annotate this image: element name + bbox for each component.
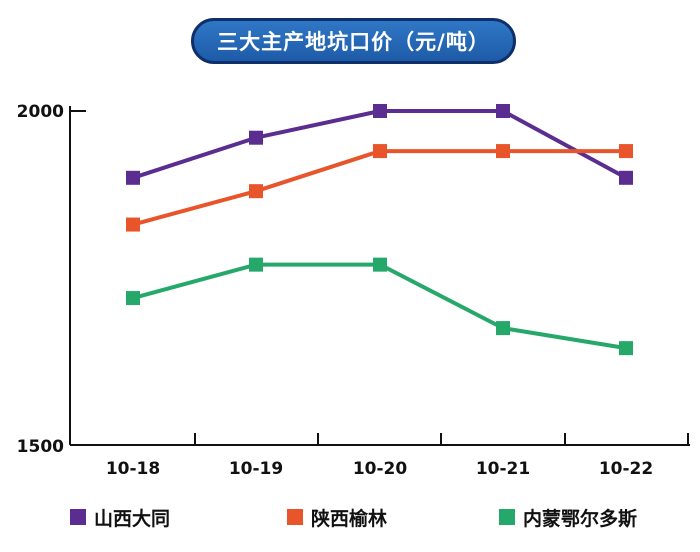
data-point-s1-0 [126,217,140,232]
legend-item-yulin: 陕西榆林 [287,503,387,531]
data-point-s0-1 [249,130,263,145]
data-point-s1-4 [619,144,633,159]
x-tick-label: 10-18 [106,459,160,479]
legend-label-yulin: 陕西榆林 [311,507,388,530]
y-tick-label: 2000 [17,102,64,122]
chart-title: 三大主产地坑口价（元/吨） [191,18,516,64]
x-tick-label: 10-20 [353,459,408,479]
x-tick-label: 10-19 [229,459,283,479]
data-point-s0-3 [496,104,510,118]
data-point-s2-3 [496,321,510,336]
data-point-s2-0 [126,291,140,306]
data-point-s1-3 [496,144,510,159]
legend-swatch-yulin [287,509,303,525]
x-tick-label: 10-22 [599,459,653,479]
line-chart: 2000 1500 10-18 10-19 10-20 10-21 10-22 [17,102,690,479]
data-point-s2-4 [619,341,633,356]
legend-swatch-ordos [499,509,515,525]
data-point-s0-0 [126,170,140,185]
series-line-1 [132,149,626,227]
legend-swatch-datong [70,509,86,525]
legend-label-datong: 山西大同 [94,507,171,530]
data-point-s0-2 [373,104,387,118]
y-tick-label: 1500 [17,437,64,457]
data-point-s2-2 [373,257,387,272]
x-tick-label: 10-21 [476,459,530,479]
data-point-s0-4 [619,170,633,185]
series-line-2 [132,262,627,351]
legend-item-ordos: 内蒙鄂尔多斯 [499,503,637,531]
data-point-s1-1 [249,184,263,199]
data-point-s1-2 [373,144,387,159]
legend-item-datong: 山西大同 [70,503,170,531]
data-point-s2-1 [249,257,263,272]
legend-label-ordos: 内蒙鄂尔多斯 [523,507,638,530]
